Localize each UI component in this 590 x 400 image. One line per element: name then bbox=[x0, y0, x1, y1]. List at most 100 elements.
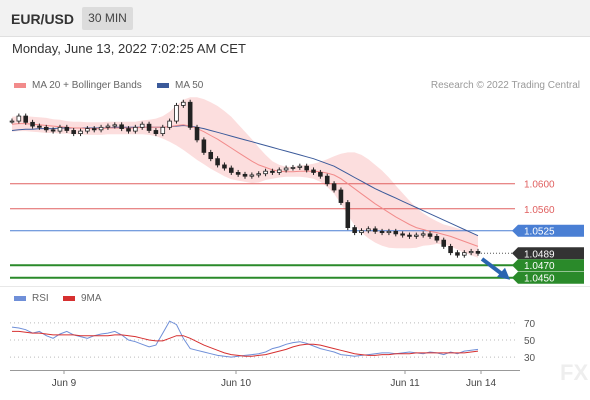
candle-body-17 bbox=[126, 128, 131, 132]
candle-body-59 bbox=[414, 234, 419, 237]
candle-body-67 bbox=[468, 251, 474, 254]
candle-body-4 bbox=[37, 125, 42, 128]
candle-body-30 bbox=[215, 158, 220, 166]
candle-body-66 bbox=[462, 252, 467, 256]
candle-body-2 bbox=[23, 115, 28, 123]
candle-body-46 bbox=[324, 175, 330, 185]
candle-body-3 bbox=[30, 121, 35, 127]
candle-body-38 bbox=[270, 170, 275, 173]
ma50-swatch bbox=[157, 83, 169, 88]
price-label-2: 1.0525 bbox=[524, 227, 555, 238]
x-tick-label-1: Jun 10 bbox=[221, 378, 251, 389]
watermark-text: FX bbox=[560, 360, 588, 385]
candle-body-19 bbox=[139, 123, 145, 128]
rsi-ma-line bbox=[12, 330, 479, 357]
price-label-3: 1.0489 bbox=[524, 249, 555, 260]
candle-body-18 bbox=[133, 126, 138, 132]
candle-body-64 bbox=[448, 245, 453, 254]
legend-ma50: MA 50 bbox=[157, 80, 203, 91]
x-tick-label-0: Jun 9 bbox=[52, 378, 77, 389]
candle-body-10 bbox=[78, 130, 83, 135]
candle-body-47 bbox=[331, 183, 337, 191]
candle-body-42 bbox=[297, 165, 303, 168]
candle-body-28 bbox=[201, 139, 207, 153]
candle-body-52 bbox=[366, 228, 371, 232]
forecast-arrow-shaft bbox=[480, 257, 505, 277]
candle-body-29 bbox=[208, 151, 214, 160]
candle-body-16 bbox=[119, 124, 124, 129]
candle-body-5 bbox=[43, 126, 49, 131]
candle-body-57 bbox=[400, 233, 405, 236]
price-tag-2 bbox=[512, 224, 584, 237]
candle-body-41 bbox=[290, 167, 296, 169]
rsi-ma-swatch bbox=[63, 296, 75, 301]
ma20-swatch bbox=[14, 83, 26, 88]
candle-body-0 bbox=[9, 120, 15, 123]
legend-ma50-label: MA 50 bbox=[175, 80, 204, 91]
legend-rsi-ma-label: 9MA bbox=[81, 293, 102, 304]
price-tag-4 bbox=[512, 259, 584, 272]
rsi-tick-label-1: 50 bbox=[524, 336, 536, 347]
candle-body-25 bbox=[181, 101, 186, 106]
candle-body-58 bbox=[407, 234, 412, 237]
legend-rsi-ma: 9MA bbox=[63, 293, 102, 304]
candle-body-62 bbox=[434, 235, 440, 241]
x-axis-line bbox=[10, 370, 520, 371]
candle-body-53 bbox=[372, 228, 378, 232]
candle-body-34 bbox=[242, 173, 248, 177]
legend-rsi-label: RSI bbox=[32, 293, 49, 304]
candle-body-40 bbox=[283, 167, 289, 171]
candle-body-9 bbox=[71, 130, 76, 134]
candle-body-49 bbox=[345, 202, 351, 229]
candle-body-33 bbox=[235, 172, 241, 175]
candle-body-51 bbox=[359, 230, 364, 234]
forecast-arrow-head bbox=[497, 267, 510, 280]
panel-divider bbox=[0, 286, 590, 287]
candle-body-24 bbox=[174, 105, 179, 122]
candle-body-54 bbox=[379, 230, 385, 234]
candle-body-32 bbox=[229, 167, 234, 173]
candle-body-27 bbox=[194, 126, 200, 141]
candle-body-12 bbox=[91, 128, 97, 131]
candle-body-48 bbox=[338, 189, 344, 203]
credit-text: Research © 2022 Trading Central bbox=[430, 80, 580, 91]
candle-body-35 bbox=[249, 174, 255, 177]
candle-body-22 bbox=[160, 126, 166, 135]
candle-body-20 bbox=[146, 123, 152, 131]
candle-body-65 bbox=[455, 252, 460, 256]
candle-body-31 bbox=[222, 164, 227, 169]
price-label-0: 1.0600 bbox=[524, 180, 555, 191]
rsi-tick-label-2: 30 bbox=[524, 353, 536, 364]
candle-body-1 bbox=[16, 115, 22, 122]
candle-body-6 bbox=[50, 129, 56, 132]
candle-body-26 bbox=[187, 101, 193, 128]
candle-body-56 bbox=[393, 230, 399, 235]
x-tick-label-2: Jun 11 bbox=[390, 378, 420, 389]
rsi-swatch bbox=[14, 296, 26, 301]
candle-body-44 bbox=[311, 169, 316, 173]
candle-body-39 bbox=[276, 169, 282, 173]
candle-body-14 bbox=[105, 125, 111, 128]
candle-body-11 bbox=[85, 128, 90, 132]
candle-body-8 bbox=[64, 126, 70, 131]
candle-body-13 bbox=[98, 126, 104, 131]
legend-ma20: MA 20 + Bollinger Bands bbox=[14, 80, 142, 91]
candle-body-61 bbox=[427, 233, 433, 237]
timeframe-button[interactable]: 30 MIN bbox=[82, 7, 133, 30]
price-label-5: 1.0450 bbox=[524, 274, 555, 285]
x-tick-label-3: Jun 14 bbox=[466, 378, 496, 389]
rsi-tick-label-0: 70 bbox=[524, 319, 536, 330]
top-bar: EUR/USD 30 MIN bbox=[0, 0, 590, 37]
candle-body-23 bbox=[167, 120, 172, 128]
candle-body-21 bbox=[153, 130, 159, 134]
candle-body-37 bbox=[263, 170, 268, 175]
candle-body-43 bbox=[304, 165, 309, 171]
price-label-4: 1.0470 bbox=[524, 261, 555, 272]
price-label-1: 1.0560 bbox=[524, 205, 555, 216]
candle-body-15 bbox=[112, 124, 118, 127]
candle-body-45 bbox=[318, 172, 323, 177]
rsi-line bbox=[11, 320, 479, 358]
candle-body-36 bbox=[256, 173, 261, 176]
chart-datetime: Monday, June 13, 2022 7:02:25 AM CET bbox=[12, 41, 246, 56]
